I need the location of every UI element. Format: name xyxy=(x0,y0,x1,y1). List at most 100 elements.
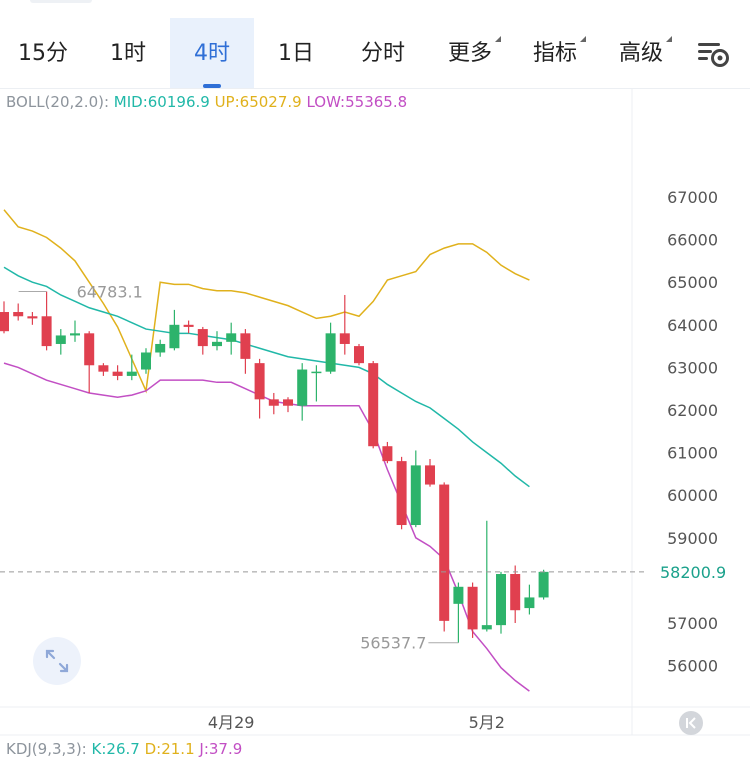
candle xyxy=(197,326,208,355)
kdj-label: KDJ(9,3,3): xyxy=(6,740,87,758)
kdj-legend: KDJ(9,3,3): K:26.7 D:21.1 J:37.9 xyxy=(6,740,242,758)
candle-body xyxy=(197,329,208,347)
candle xyxy=(70,320,80,342)
tab-label: 分时 xyxy=(360,41,405,66)
candle xyxy=(410,450,421,528)
y-tick-label: 64000 xyxy=(667,316,718,335)
dropdown-triangle-icon xyxy=(580,36,586,42)
candle xyxy=(183,320,194,334)
tab-7[interactable]: 高级 xyxy=(598,18,684,88)
tab-0[interactable]: 15分 xyxy=(0,18,86,88)
tab-3[interactable]: 1日 xyxy=(254,18,338,88)
max-price-annotation: 64783.1 xyxy=(77,282,143,301)
candle-body xyxy=(410,465,421,526)
candle xyxy=(325,322,336,374)
tab-label: 1日 xyxy=(278,41,314,66)
boll-low-line xyxy=(3,362,530,692)
candle xyxy=(496,571,506,634)
candle xyxy=(467,582,478,638)
candle xyxy=(254,358,265,419)
timeframe-tabs: 15分 1时 4时 1日 分时 更多 指标 高级 xyxy=(0,18,750,88)
candle-body xyxy=(254,363,265,400)
candle-body xyxy=(425,465,435,485)
candle xyxy=(297,363,308,421)
candle xyxy=(368,361,379,449)
chart-settings-icon[interactable] xyxy=(696,38,732,70)
expand-icon[interactable] xyxy=(33,637,81,685)
candle-body xyxy=(439,484,450,621)
tab-label: 高级 xyxy=(619,36,672,66)
tab-6[interactable]: 指标 xyxy=(512,18,598,88)
candle xyxy=(524,584,535,615)
y-tick-label: 59000 xyxy=(667,529,718,548)
candle-body xyxy=(268,399,279,406)
candle-body xyxy=(55,335,66,344)
jump-to-latest-icon[interactable] xyxy=(679,711,703,735)
y-tick-label: 67000 xyxy=(667,188,718,207)
candle-body xyxy=(41,316,52,347)
x-tick-label: 5月2 xyxy=(469,713,505,732)
dropdown-triangle-icon xyxy=(666,36,672,42)
candle xyxy=(226,322,237,355)
candle xyxy=(141,348,151,374)
y-tick-label: 60000 xyxy=(667,486,718,505)
dropdown-triangle-icon xyxy=(495,36,501,42)
y-tick-label: 63000 xyxy=(667,358,718,377)
candle xyxy=(283,397,293,413)
candle-body xyxy=(283,399,293,406)
candle xyxy=(13,303,24,321)
candle-body xyxy=(325,333,336,372)
kdj-j-value: J:37.9 xyxy=(199,740,243,758)
candle xyxy=(169,309,180,351)
candle xyxy=(382,441,393,464)
candle-body xyxy=(141,352,151,370)
candle xyxy=(268,392,279,415)
candle-body xyxy=(70,333,80,336)
candle xyxy=(212,331,222,351)
tab-label: 1时 xyxy=(110,41,146,66)
y-tick-label: 57000 xyxy=(667,614,718,633)
min-price-annotation: 56537.7 xyxy=(360,634,426,653)
boll-label: BOLL(20,2.0): xyxy=(6,93,110,111)
candle-body xyxy=(297,369,308,406)
boll-mid-value: MID:60196.9 xyxy=(113,93,210,111)
candle-body xyxy=(226,333,237,342)
candle xyxy=(0,301,9,334)
candle xyxy=(510,565,521,623)
candle xyxy=(155,339,166,357)
candle xyxy=(538,569,549,600)
candle-body xyxy=(212,341,222,347)
tab-1[interactable]: 1时 xyxy=(86,18,170,88)
candle-body xyxy=(382,446,393,462)
candle-body xyxy=(510,574,521,611)
tab-label: 更多 xyxy=(448,36,501,66)
candle-body xyxy=(368,363,379,447)
candle xyxy=(84,331,95,393)
candle xyxy=(112,365,123,381)
tab-4[interactable]: 分时 xyxy=(338,18,428,88)
candle xyxy=(339,294,350,355)
candle-body xyxy=(240,333,251,359)
y-tick-label: 66000 xyxy=(667,231,718,250)
candle-body xyxy=(27,316,38,319)
candle-body xyxy=(183,324,194,327)
candle-body xyxy=(311,371,322,374)
boll-low-value: LOW:55365.8 xyxy=(306,93,408,111)
tab-label: 指标 xyxy=(533,36,586,66)
tab-label: 15分 xyxy=(18,41,68,66)
candle xyxy=(354,343,364,366)
candle-body xyxy=(453,586,464,604)
tab-5[interactable]: 更多 xyxy=(428,18,512,88)
candle-body xyxy=(0,312,9,332)
candle-body xyxy=(354,346,364,364)
current-price-tag xyxy=(646,555,750,588)
candle-body xyxy=(169,324,180,349)
top-handle xyxy=(30,0,92,3)
boll-up-line xyxy=(3,209,530,394)
candle-body xyxy=(496,574,506,626)
candle xyxy=(311,365,322,402)
candle-body xyxy=(396,461,407,526)
candle xyxy=(439,482,450,632)
tab-2[interactable]: 4时 xyxy=(170,18,254,88)
